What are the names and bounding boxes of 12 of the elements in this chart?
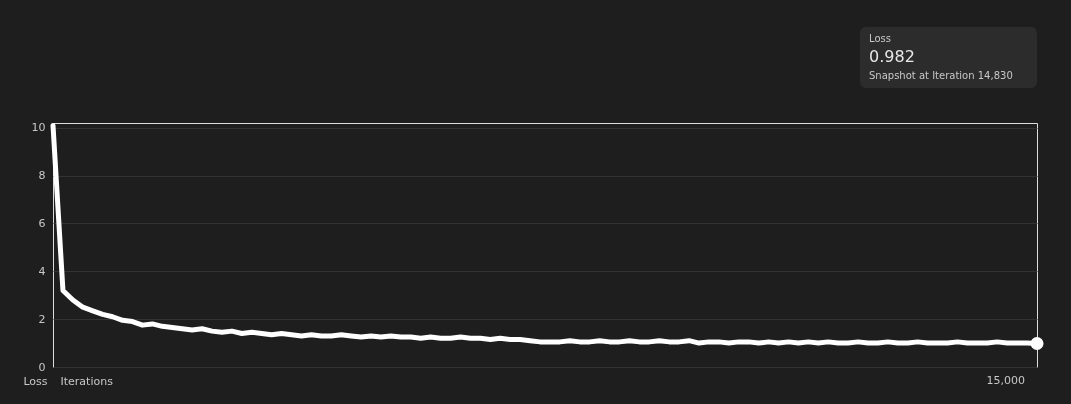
y-tick-label: 2 — [38, 312, 46, 326]
x-axis-title: Iterations — [60, 374, 114, 388]
y-tick-label: 6 — [38, 216, 46, 230]
text: Snapshot at Iteration 14,830 — [869, 70, 1013, 81]
y-tick-label: 10 — [31, 121, 46, 135]
y-tick-label: 4 — [38, 264, 46, 278]
y-tick-label: 8 — [38, 169, 46, 183]
text: 15,000 — [986, 374, 1025, 387]
text: 0.982 — [869, 47, 915, 66]
text: Loss — [869, 33, 891, 44]
y-tick-label: 0 — [38, 360, 46, 374]
y-axis-title: Loss — [23, 374, 48, 388]
